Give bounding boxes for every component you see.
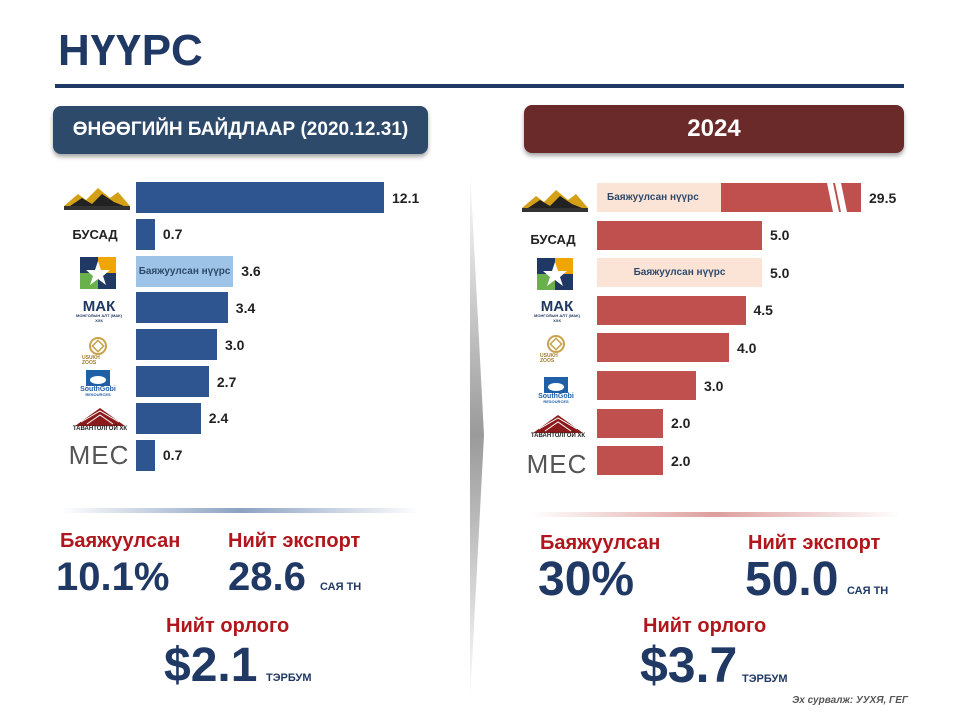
- bar-left-5: [136, 366, 209, 397]
- left-processed-value: 10.1%: [56, 555, 170, 599]
- erdenes-tavantolgoi-logo: [64, 184, 130, 212]
- bar-right-4: [597, 333, 729, 363]
- busad-label: БУСАД: [72, 226, 118, 242]
- value-label-right-3: 4.5: [753, 302, 773, 319]
- axis-break-icon: [827, 183, 847, 212]
- mec-logo-text-2024: MEC: [526, 448, 588, 479]
- value-label-right-4: 4.0: [737, 339, 757, 356]
- mec-logo-text: MEC: [68, 439, 130, 470]
- left-stats-separator: [60, 508, 420, 513]
- tavantolgoi-hk-logo-2024: ТАВАНТОЛГОЙ ХК: [528, 410, 588, 442]
- usukh-zoos-logo-2024: USUKH ZOOS: [540, 332, 572, 366]
- right-revenue-label: Нийт орлого: [643, 615, 767, 637]
- usukh-zoos-logo: USUKH ZOOS: [82, 334, 114, 368]
- mec-logo-2024: MEC: [526, 449, 588, 479]
- value-label-left-2: 3.6: [241, 263, 261, 280]
- tavantolgoi-hk-logo: ТАВАНТОЛГОЙ ХК: [70, 403, 130, 435]
- left-revenue-label: Нийт орлого: [166, 615, 290, 637]
- right-revenue-value: $3.7: [640, 637, 738, 693]
- tavantolgoi-logo-text-2024: ТАВАНТОЛГОЙ ХК: [530, 433, 586, 439]
- bar-left-7: [136, 439, 155, 471]
- mak-logo-subtext-2024: МОНГОЛЫН АЛТ (МАК) ХХК: [534, 312, 580, 323]
- value-label-right-7: 2.0: [671, 452, 691, 469]
- right-panel-header: 2024: [524, 105, 904, 153]
- mec-logo: MEC: [68, 440, 130, 470]
- bar-left-4: [136, 329, 217, 361]
- southgobi-logo-subtext-2024: RESOURCES: [543, 398, 569, 404]
- bar-left-0: [136, 182, 384, 213]
- left-revenue-unit: ТЭРБУМ: [266, 672, 312, 684]
- bar-right-6: [597, 408, 663, 438]
- value-label-right-5: 3.0: [704, 377, 724, 394]
- left-processed-label: Баяжуулсан: [60, 530, 181, 552]
- value-label-right-0: 29.5: [869, 189, 897, 206]
- southgobi-logo: SouthGobi RESOURCES: [78, 366, 118, 400]
- energy-resources-logo-2024: [537, 258, 573, 290]
- tavantolgoi-logo-text: ТАВАНТОЛГОЙ ХК: [72, 426, 128, 432]
- southgobi-logo-subtext: RESOURCES: [85, 391, 111, 397]
- right-revenue-unit: ТЭРБУМ: [742, 673, 788, 685]
- left-panel-header: ӨНӨӨГИЙН БАЙДЛААР (2020.12.31): [53, 106, 428, 154]
- value-label-left-1: 0.7: [162, 226, 183, 243]
- southgobi-logo-text-2024: SouthGobi: [538, 392, 574, 400]
- erdenes-tavantolgoi-logo-2024: [522, 186, 588, 214]
- right-processed-value: 30%: [538, 553, 635, 606]
- value-label-left-0: 12.1: [392, 189, 420, 206]
- value-label-left-4: 3.0: [225, 336, 245, 353]
- value-label-right-6: 2.0: [671, 415, 691, 432]
- processed-coal-label-right-2: Баяжуулсан нүүрс: [597, 258, 762, 288]
- value-label-right-1: 5.0: [770, 227, 790, 244]
- bar-left-6: [136, 402, 201, 434]
- right-export-value: 50.0: [745, 553, 839, 606]
- mak-logo-2024: МАК МОНГОЛЫН АЛТ (МАК) ХХК: [530, 294, 584, 328]
- left-export-unit: САЯ ТН: [320, 581, 362, 593]
- right-stats-separator: [530, 512, 900, 517]
- value-label-left-6: 2.4: [208, 410, 229, 427]
- processed-coal-label-right-0: Баяжуулсан нүүрс: [597, 183, 721, 212]
- processed-coal-label-left-2: Баяжуулсан нүүрс: [136, 255, 234, 287]
- bar-right-5: [597, 371, 696, 400]
- value-label-left-7: 0.7: [162, 447, 183, 464]
- southgobi-logo-text: SouthGobi: [80, 385, 116, 393]
- left-export-label: Нийт экспорт: [228, 530, 361, 552]
- mak-logo: МАК МОНГОЛЫН АЛТ (МАК) ХХК: [72, 294, 126, 328]
- busad-label-2024: БУСАД: [530, 231, 576, 247]
- page-title: НҮҮРС: [58, 26, 204, 75]
- usukh-logo-text: USUKH ZOOS: [82, 355, 100, 366]
- source-note: Эх сурвалж: УУХЯ, ГЕГ: [792, 695, 908, 706]
- southgobi-logo-2024: SouthGobi RESOURCES: [536, 372, 576, 408]
- mak-logo-text-2024: МАК: [540, 297, 574, 315]
- panel-divider: [470, 168, 484, 702]
- mak-logo-text: МАК: [82, 297, 116, 315]
- right-export-label: Нийт экспорт: [748, 532, 881, 554]
- right-processed-label: Баяжуулсан: [540, 532, 661, 554]
- right-export-unit: САЯ ТН: [847, 585, 889, 597]
- bar-left-1: [136, 218, 155, 250]
- value-label-right-2: 5.0: [770, 264, 790, 281]
- bar-right-3: [597, 295, 746, 325]
- bar-right-7: [597, 446, 663, 476]
- left-export-value: 28.6: [228, 555, 306, 599]
- mak-logo-subtext: МОНГОЛЫН АЛТ (МАК) ХХК: [76, 312, 122, 323]
- bar-right-1: [597, 220, 762, 250]
- value-label-left-5: 2.7: [216, 373, 237, 390]
- usukh-logo-text-2024: USUKH ZOOS: [540, 353, 558, 364]
- energy-resources-logo: [80, 257, 116, 289]
- bar-left-3: [136, 292, 228, 324]
- title-rule: [55, 84, 904, 88]
- value-label-left-3: 3.4: [235, 299, 256, 316]
- left-revenue-value: $2.1: [164, 639, 258, 692]
